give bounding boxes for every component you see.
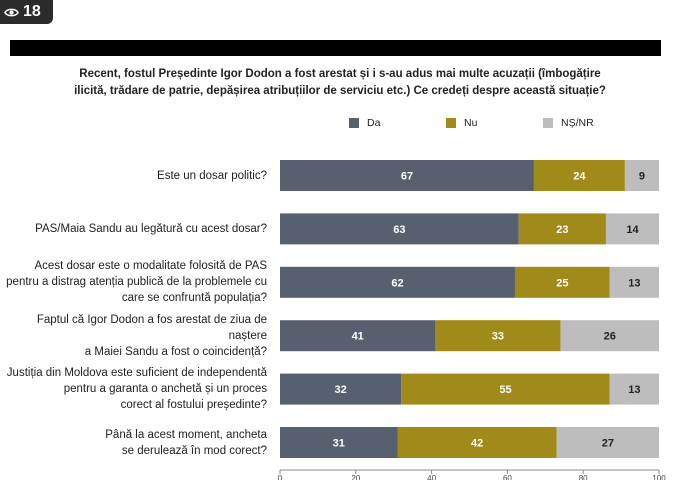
category-label-line: Până la acest moment, ancheta [105,428,267,441]
bar-value-label: 23 [556,224,568,236]
category-label: Până la acest moment, ancheta se deruleaz… [0,417,267,469]
eye-icon [4,8,19,16]
category-label-line: Justiția din Moldova este suficient de i… [6,367,267,380]
bar-value-label: 32 [335,384,347,396]
x-tick-label: 100 [652,474,666,480]
bar-segment [280,266,515,298]
x-tick-label: 80 [579,474,588,480]
bar-segment [609,373,659,405]
category-label: Faptul că Igor Dodon a fos arestat de zi… [0,310,267,362]
bar-segment [280,213,519,245]
bar-value-label: 27 [602,438,614,450]
bar-segment [624,160,659,191]
category-label-line: care se confruntă populația? [121,292,267,305]
bar-value-label: 41 [352,331,364,343]
bar-value-label: 55 [499,384,511,396]
bar-segment [533,160,625,191]
category-label: Acest dosar este o modalitate folosită d… [0,256,267,308]
bar-value-label: 67 [401,171,413,183]
chart-legend: Da Nu NȘ/NR [0,117,673,133]
bar-value-label: 13 [628,384,640,396]
category-label-line: pentru a distrag atenția publică de la p… [6,276,267,289]
x-tick-label: 20 [351,474,360,480]
category-label: Este un dosar politic? [0,150,267,202]
bar-value-label: 9 [639,171,645,183]
bar-value-label: 26 [604,331,616,343]
bar-segment [401,373,610,405]
legend-swatch [349,118,359,128]
bar-value-label: 25 [556,277,568,289]
x-tick-label: 40 [427,474,436,480]
x-tick-label: 60 [503,474,512,480]
bar-segment [518,213,606,245]
chart-title-line: ilicită, trădare de patrie, depășirea at… [74,85,606,97]
bar-segment [514,266,610,298]
category-label-line: Este un dosar politic? [157,169,267,182]
legend-label: NȘ/NR [561,117,594,129]
bar-value-label: 24 [573,171,586,183]
bar-segment [280,320,436,352]
category-label-line: se derulează în mod corect? [121,444,267,457]
x-tick-label: 0 [278,474,283,480]
legend-label: Nu [464,117,478,129]
category-label-line: Acest dosar este o modalitate folosită d… [34,260,267,273]
bar-segment [609,266,659,298]
bar-segment [556,427,659,458]
view-count-badge: 18 [0,0,53,24]
legend-item-nsnr: NȘ/NR [543,117,594,129]
bar-segment [280,373,402,405]
header-bar [10,40,661,56]
category-label: Justiția din Moldova este suficient de i… [0,363,267,415]
bar-value-label: 14 [626,224,639,236]
legend-swatch [446,118,456,128]
bar-value-label: 62 [391,277,403,289]
bar-segment [560,320,659,352]
view-count: 18 [23,3,41,20]
chart-title: Recent, fostul Președinte Igor Dodon a f… [60,66,620,100]
bar-segment [397,427,557,458]
legend-swatch [543,118,553,128]
chart-title-line: Recent, fostul Președinte Igor Dodon a f… [79,68,601,80]
legend-label: Da [367,117,381,129]
bar-segment [605,213,659,245]
bar-value-label: 13 [628,277,640,289]
category-label-line: PAS/Maia Sandu au legătură cu acest dosa… [35,222,267,235]
bar-segment [280,160,534,191]
legend-item-da: Da [349,117,380,129]
bar-value-label: 42 [471,438,483,450]
bar-value-label: 31 [333,438,345,450]
bar-value-label: 33 [492,331,504,343]
bar-value-label: 63 [393,224,405,236]
category-label-line: pentru a garanta o anchetă și un proces [63,383,267,396]
legend-item-nu: Nu [446,117,477,129]
category-label-line: Faptul că Igor Dodon a fos arestat de zi… [36,313,267,342]
category-label: PAS/Maia Sandu au legătură cu acest dosa… [0,203,267,255]
category-label-line: corect al fostului președinte? [120,399,267,412]
bar-segment [280,427,398,458]
category-label-line: a Maiei Sandu a fost o coincidență? [84,345,267,358]
bar-segment [435,320,561,352]
